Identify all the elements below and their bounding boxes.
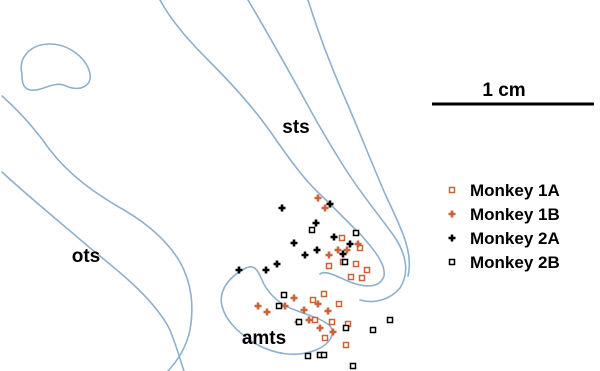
monkey-1a-legend-marker <box>448 186 456 194</box>
monkey-1b-site-marker <box>290 294 298 302</box>
monkey-1b-site-marker <box>334 246 342 254</box>
monkey-2a-site-marker <box>235 266 243 274</box>
sts-sulcus-inner-outline <box>247 0 407 303</box>
monkey-2a-site-marker <box>330 233 338 241</box>
amts-label: amts <box>242 328 286 349</box>
monkey-2b-site-marker <box>342 324 350 332</box>
monkey-1a-site-marker <box>311 316 319 324</box>
monkey-2b-site-marker <box>275 302 283 310</box>
monkey-1a-site-marker <box>335 300 343 308</box>
monkey-2a-site-marker <box>273 260 281 268</box>
recording-site-markers <box>235 194 394 370</box>
monkey-2a-site-marker <box>290 239 298 247</box>
monkey-1b-site-marker <box>321 204 329 212</box>
monkey-2b-site-marker <box>341 258 349 266</box>
monkey-1a-site-marker <box>352 260 360 268</box>
monkey-1b-site-marker <box>324 307 332 315</box>
monkey-1a-site-marker <box>356 244 364 252</box>
monkey-2a-site-marker <box>262 266 270 274</box>
sts-sulcus-far-outline <box>307 0 411 277</box>
monkey-1a-site-marker <box>347 273 355 281</box>
monkey-2a-site-marker <box>301 251 309 259</box>
monkey-2a-site-marker <box>278 204 286 212</box>
monkey-2b-site-marker <box>352 229 360 237</box>
ots-sulcus-outline <box>1 171 185 371</box>
monkey-1b-site-marker <box>329 328 337 336</box>
monkey-2b-site-marker <box>386 316 394 324</box>
monkey-1b-site-marker <box>300 306 308 314</box>
monkey-1a-site-marker <box>342 341 350 349</box>
monkey-2a-site-marker <box>326 200 334 208</box>
monkey-1b-site-marker <box>314 300 322 308</box>
monkey-1a-site-marker <box>363 266 371 274</box>
monkey-2a-legend-label: Monkey 2A <box>470 229 560 248</box>
monkey-1b-site-marker <box>314 194 322 202</box>
monkey-2b-site-marker <box>349 362 357 370</box>
monkey-1a-site-marker <box>320 290 328 298</box>
monkey-1a-legend-label: Monkey 1A <box>470 181 560 200</box>
monkey-1b-legend-marker <box>448 210 456 218</box>
monkey-1b-site-marker <box>343 246 351 254</box>
scale-bar-label: 1 cm <box>482 80 525 101</box>
monkey-2a-site-marker <box>339 250 347 258</box>
monkey-1a-site-marker <box>309 296 317 304</box>
amts-sulcus-outline <box>220 265 334 356</box>
monkey-1b-site-marker <box>263 308 271 316</box>
monkey-2b-site-marker <box>304 352 312 360</box>
monkey-1b-site-marker <box>316 324 324 332</box>
monkey-2a-site-marker <box>313 246 321 254</box>
monkey-1a-site-marker <box>321 334 329 342</box>
monkey-1a-site-marker <box>325 262 333 270</box>
monkey-1a-site-marker <box>338 234 346 242</box>
sts-label: sts <box>282 117 309 138</box>
monkey-2b-site-marker <box>369 326 377 334</box>
monkey-1b-site-marker <box>325 251 333 259</box>
monkey-2a-legend-marker <box>448 234 456 242</box>
monkey-2b-site-marker <box>320 351 328 359</box>
monkey-2b-site-marker <box>280 291 288 299</box>
monkey-1b-site-marker <box>281 302 289 310</box>
monkey-1b-site-marker <box>305 316 313 324</box>
monkey-1b-legend-label: Monkey 1B <box>470 205 560 224</box>
sts-sulcus-outline <box>159 0 385 287</box>
monkey-2b-site-marker <box>295 318 303 326</box>
monkey-2a-site-marker <box>312 219 320 227</box>
monkey-1b-site-marker <box>254 302 262 310</box>
legend: Monkey 1A Monkey 1B Monkey 2A Monkey 2B <box>448 181 560 272</box>
monkey-1a-site-marker <box>328 318 336 326</box>
monkey-2b-legend-label: Monkey 2B <box>470 253 560 272</box>
island-outline <box>20 43 91 91</box>
ots-label: ots <box>72 246 101 267</box>
scale-bar: 1 cm <box>432 80 594 106</box>
monkey-2b-site-marker <box>308 226 316 234</box>
monkey-2b-legend-marker <box>448 258 456 266</box>
monkey-1b-site-marker <box>354 240 362 248</box>
ots-sulcus-outline-inner <box>1 95 193 371</box>
monkey-2a-site-marker <box>346 240 354 248</box>
monkey-1a-site-marker <box>358 274 366 282</box>
